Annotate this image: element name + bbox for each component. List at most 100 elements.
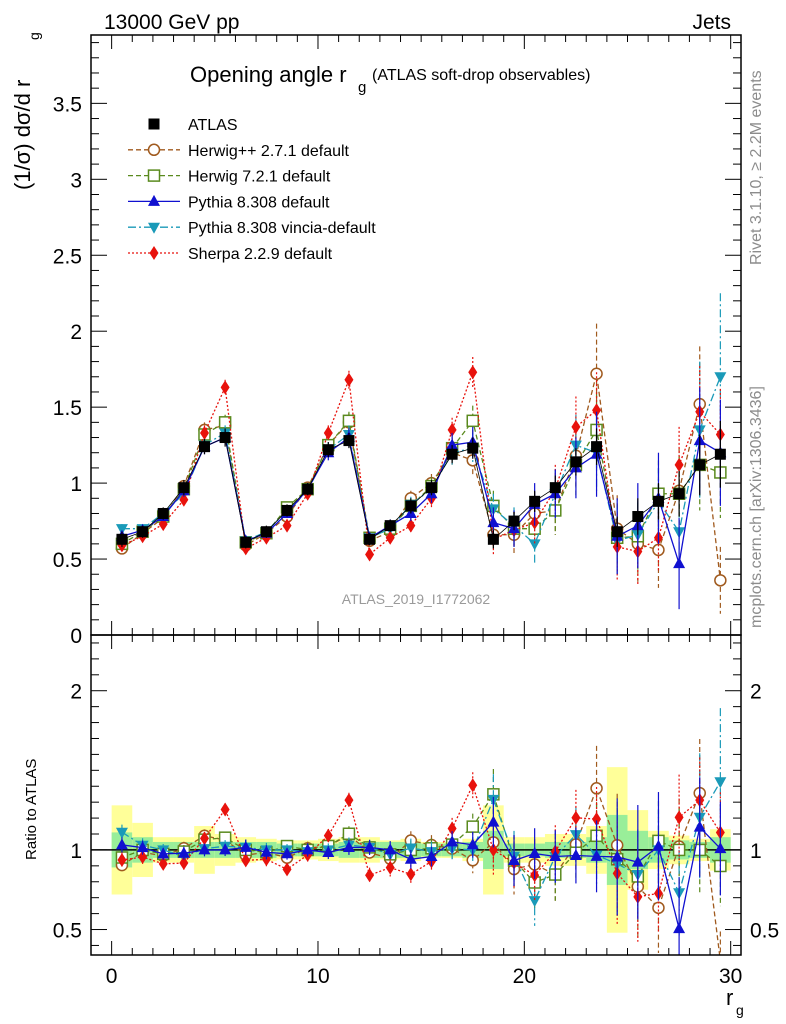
analysis-label: ATLAS_2019_I1772062 — [342, 591, 491, 607]
data-point — [447, 422, 457, 437]
data-point — [322, 444, 334, 456]
data-point — [590, 849, 603, 861]
header-left: 13000 GeV pp — [104, 11, 239, 34]
data-point — [179, 856, 189, 871]
data-point — [177, 846, 190, 858]
legend-marker — [148, 222, 160, 234]
legend-item: Sherpa 2.2.9 default — [128, 246, 333, 263]
data-point — [241, 853, 251, 868]
y-tick-label: 0.5 — [53, 549, 82, 572]
legend-item: ATLAS — [148, 117, 238, 134]
data-point — [611, 526, 623, 538]
data-point — [116, 533, 128, 545]
series-3 — [115, 387, 727, 610]
data-point — [466, 820, 479, 833]
data-point — [405, 500, 417, 512]
y-tick-label: 1 — [70, 473, 82, 496]
data-point — [529, 495, 541, 507]
data-point — [694, 459, 706, 471]
data-point — [239, 840, 252, 852]
legend-marker — [148, 194, 160, 206]
data-point — [569, 849, 582, 861]
ratio-series — [115, 708, 727, 955]
data-point — [571, 419, 581, 434]
data-point — [652, 495, 664, 507]
data-point — [282, 518, 292, 533]
data-point — [571, 810, 581, 825]
data-point — [158, 856, 168, 871]
legend-label: Pythia 8.308 default — [188, 194, 330, 211]
data-point — [591, 441, 603, 453]
title-suffix: (ATLAS soft-drop observables) — [372, 67, 590, 84]
series-line — [121, 419, 721, 545]
data-point — [631, 855, 644, 867]
y-tick-label: 3.5 — [53, 93, 82, 116]
data-point — [198, 843, 211, 855]
data-point — [652, 839, 665, 851]
data-point — [404, 852, 417, 864]
ratio-y-tick-label-right: 1 — [750, 840, 762, 863]
data-point — [323, 828, 333, 843]
data-point — [404, 843, 417, 855]
series-line — [121, 376, 721, 545]
data-point — [363, 840, 376, 852]
data-point — [406, 867, 416, 882]
data-point — [714, 842, 727, 854]
series-5 — [117, 357, 725, 585]
legend-item: Herwig++ 2.7.1 default — [128, 143, 350, 160]
legend-label: Sherpa 2.2.9 default — [188, 246, 333, 263]
x-axis-label: r — [726, 985, 733, 1010]
title-main: Opening angle r — [190, 62, 347, 87]
ratio-y-tick-label: 0.5 — [53, 920, 82, 943]
data-point — [508, 515, 520, 527]
series-line — [121, 371, 721, 556]
data-point — [157, 847, 170, 859]
data-point — [592, 812, 602, 827]
rivet-label: Rivet 3.1.10, ≥ 2.2M events — [748, 70, 765, 265]
data-point — [364, 533, 376, 545]
y-tick-label: 0 — [70, 625, 82, 648]
axis-ticks: 0 10 20 30 0 0.5 1 1.5 2 2.5 3 3.5 0.5 0.5 1 1 2 2 — [53, 35, 779, 988]
y-tick-label: 2.5 — [53, 245, 82, 268]
plot-title: Opening angle r g (ATLAS soft-drop obser… — [190, 62, 590, 96]
legend-label: Herwig 7.2.1 default — [188, 169, 331, 186]
ratio-y-tick-label-right: 0.5 — [750, 920, 779, 943]
x-tick-label: 0 — [106, 965, 118, 988]
data-point — [467, 442, 479, 454]
y-tick-label: 1.5 — [53, 397, 82, 420]
data-point — [219, 432, 231, 444]
data-point — [198, 441, 210, 453]
data-point — [487, 815, 500, 827]
data-point — [199, 831, 209, 846]
series-line — [121, 373, 722, 581]
x-tick-label: 30 — [719, 965, 742, 988]
data-point — [322, 846, 335, 858]
data-point — [281, 847, 294, 859]
legend: ATLAS Herwig++ 2.7.1 default Herwig 7.2.1 … — [128, 117, 376, 263]
series-1 — [115, 323, 727, 614]
data-point — [714, 777, 727, 789]
mcplots-label: mcplots.cern.ch [arXiv:1306.3436] — [748, 386, 765, 628]
data-point — [674, 810, 684, 825]
data-point — [219, 843, 232, 855]
title-sub: g — [358, 79, 366, 96]
data-point — [260, 526, 272, 538]
ratio-series-3 — [115, 777, 727, 955]
data-point — [611, 850, 624, 862]
ratio-y-label: Ratio to ATLAS — [23, 759, 40, 860]
series-line — [121, 781, 721, 903]
legend-item: Pythia 8.308 default — [128, 194, 330, 211]
series-line — [121, 436, 721, 564]
data-point — [157, 507, 169, 519]
data-point — [632, 511, 644, 523]
data-point — [466, 838, 479, 850]
data-point — [714, 372, 727, 384]
data-point — [344, 793, 354, 808]
data-point — [549, 482, 561, 494]
data-point — [446, 438, 459, 450]
data-point — [528, 896, 541, 908]
data-point — [673, 488, 685, 500]
data-point — [714, 574, 727, 587]
ratio-y-tick-label: 2 — [70, 681, 82, 704]
data-point — [446, 835, 459, 847]
